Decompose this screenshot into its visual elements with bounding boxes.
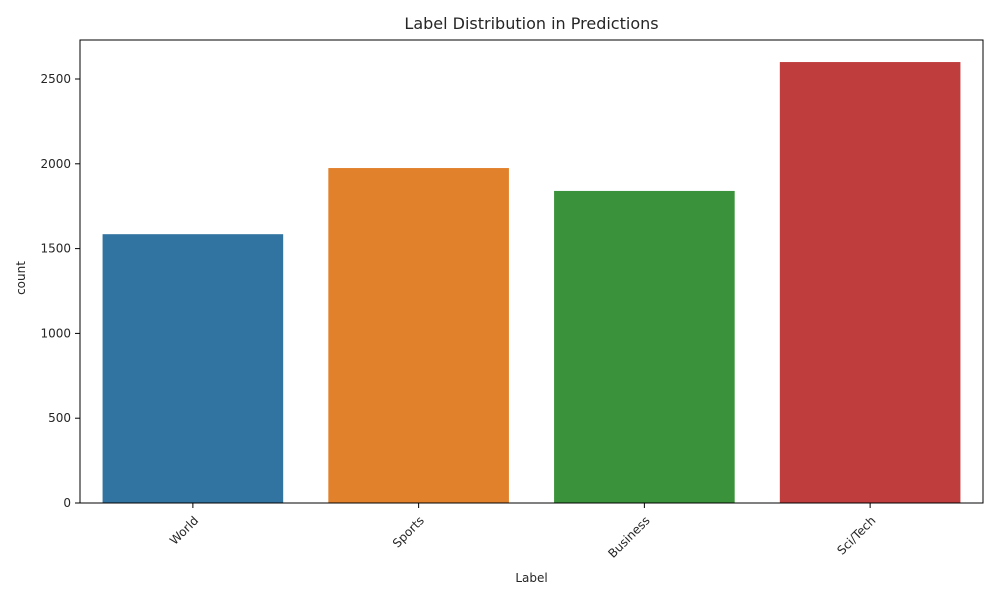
plot-frame (79, 39, 984, 504)
chart-title: Label Distribution in Predictions (404, 14, 658, 33)
y-tick-label: 2500 (40, 72, 71, 86)
y-tick-label: 1000 (40, 326, 71, 340)
bar-world (102, 234, 284, 503)
x-tick-label: World (167, 513, 201, 547)
bar-business (554, 190, 735, 503)
bars-group (102, 62, 961, 504)
x-tick-label: Business (605, 513, 652, 560)
bar-sci-tech (779, 62, 961, 504)
y-tick-label: 500 (48, 411, 71, 425)
bar-sports (328, 168, 509, 504)
y-axis-label: count (14, 261, 28, 295)
x-tick-label: Sci/Tech (834, 513, 878, 557)
x-tick-label: Sports (390, 513, 427, 550)
x-axis-label: Label (515, 571, 547, 585)
y-tick-label: 0 (63, 496, 71, 510)
y-tick-label: 1500 (40, 242, 71, 256)
y-tick-label: 2000 (40, 157, 71, 171)
